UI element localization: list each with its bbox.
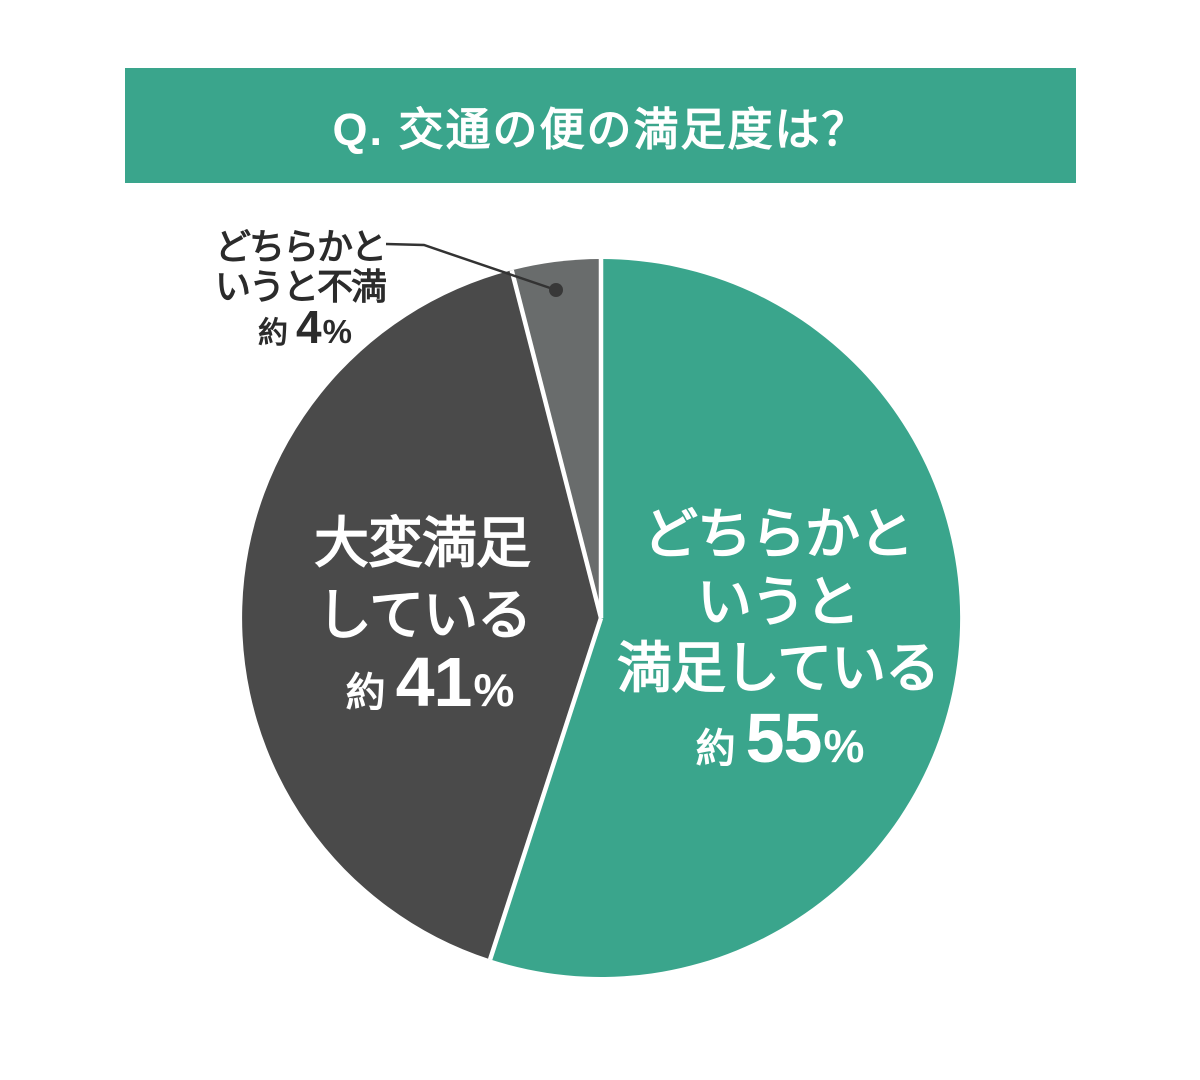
slice-label-somewhat-satisfied-line2: いうと [696,571,860,633]
slice-label-somewhat-dissatisfied-line1: どちらかと [214,226,387,267]
slice-label-very-satisfied-line2: している [316,584,532,646]
slice-value-number: 4 [296,301,322,353]
slice-value-somewhat-satisfied: 約 55 % [696,698,865,778]
percent-sign: % [473,664,515,716]
approx-prefix: 約 [345,671,386,715]
pie-slice [242,270,601,960]
callout-dot [549,283,563,297]
slice-separator [509,269,604,619]
question-title: Q. 交通の便の満足度は？ [332,104,869,155]
approx-prefix: 約 [258,317,289,350]
question-banner: Q. 交通の便の満足度は？ [125,68,1076,183]
pie-slice [490,258,961,978]
slice-label-very-satisfied-line1: 大変満足 [313,512,531,574]
slice-separator [487,617,604,961]
slice-value-somewhat-dissatisfied: 約 4 % [258,300,352,354]
slice-label-somewhat-dissatisfied-line2: いうと不満 [214,266,387,307]
slice-value-number: 41 [395,643,473,721]
slice-label-somewhat-satisfied-line1: どちらかと [642,503,914,565]
slice-label-somewhat-satisfied-line3: 満足している [616,637,940,699]
percent-sign: % [823,720,865,772]
percent-sign: % [322,313,352,350]
callout-leader-line [385,242,557,292]
slice-value-number: 55 [745,699,823,777]
approx-prefix: 約 [695,727,736,771]
slice-value-very-satisfied: 約 41 % [346,642,515,722]
